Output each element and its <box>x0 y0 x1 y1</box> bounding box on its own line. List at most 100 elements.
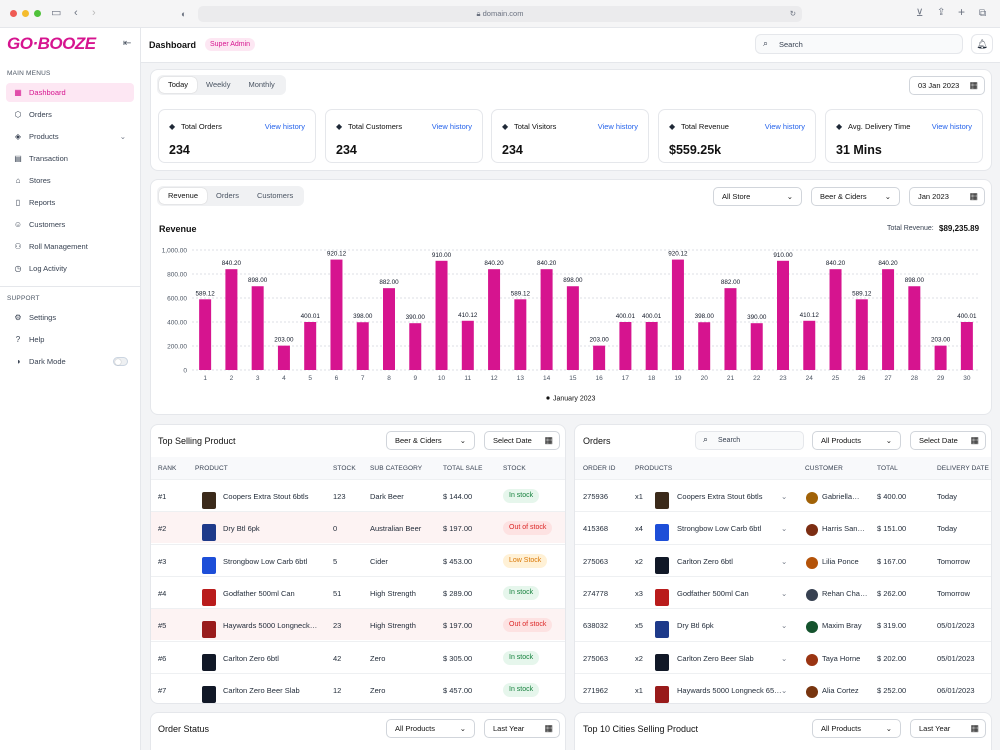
view-history-link[interactable]: View history <box>931 122 972 131</box>
tab-monthly[interactable]: Monthly <box>248 80 275 89</box>
data-label: 398.00 <box>353 313 373 320</box>
tabs-overview-icon[interactable]: ⧉ <box>979 8 987 19</box>
order-status-period[interactable]: Last Year ▦ <box>484 719 560 738</box>
reload-icon[interactable]: ↻ <box>789 9 796 18</box>
bar <box>698 322 711 370</box>
tab-today[interactable]: Today <box>159 77 198 93</box>
chevron-down-icon[interactable]: ⌄ <box>781 524 788 534</box>
table-row[interactable]: 275063 x2 Carlton Zero 6btl Lilia Ponce $ 16… <box>575 543 991 576</box>
table-row[interactable]: #4 Godfather 500ml Can 51 High Strength $ 28… <box>151 575 565 608</box>
bar <box>540 269 553 370</box>
table-row[interactable]: #3 Strongbow Low Carb 6btl 5 Cider $ 453.00 L… <box>151 543 565 576</box>
sidebar-item-customers[interactable]: ☺ Customers <box>13 219 66 230</box>
avatar <box>806 588 818 601</box>
table-row[interactable]: 275063 x2 Carlton Zero Beer Slab Taya Horne… <box>575 640 991 673</box>
bell-icon[interactable]: 🔔︎ <box>971 34 993 54</box>
table-row[interactable]: #7 Carlton Zero Beer Slab 12 Zero $ 457.00 In… <box>151 672 565 703</box>
sidebar-item-products[interactable]: ◈ Products ⌄ <box>14 131 126 142</box>
store-select[interactable]: All Store ⌄ <box>713 187 802 206</box>
back-icon[interactable]: ‹ <box>74 7 78 19</box>
sidebar-item-settings[interactable]: ⚙ Settings <box>14 312 57 323</box>
table-row[interactable]: #6 Carlton Zero 6btl 42 Zero $ 305.00 In stoc… <box>151 640 565 673</box>
category-filter[interactable]: Beer & Ciders ⌄ <box>386 431 475 450</box>
sidebar-item-help[interactable]: ? Help <box>6 330 134 349</box>
share-icon[interactable]: ⇪ <box>937 7 946 18</box>
collapse-sidebar-icon[interactable]: ⇤ <box>123 38 132 49</box>
cell-total: $ 252.00 <box>877 685 907 695</box>
avatar <box>806 524 818 537</box>
sidebar-item-dashboard[interactable]: ▦ Dashboard <box>6 83 134 102</box>
sidebar-item-stores[interactable]: ⌂ Stores <box>6 171 134 190</box>
tab-customers[interactable]: Customers <box>256 191 294 200</box>
clock-icon: ◷ <box>14 263 22 273</box>
table-row[interactable]: 271962 x1 Haywards 5000 Longneck 65… Alia C… <box>575 672 991 703</box>
orders-search-input[interactable]: ⌕ Search <box>695 431 804 450</box>
sidebar-item-roll-management[interactable]: ⚇ Roll Management <box>14 241 88 252</box>
month-picker[interactable]: Jan 2023 ▦ <box>909 187 985 206</box>
view-history-link[interactable]: View history <box>597 122 638 131</box>
cell-product: Haywards 5000 Longneck… <box>223 621 318 631</box>
bar <box>304 321 317 370</box>
chevron-down-icon[interactable]: ⌄ <box>781 621 788 631</box>
category-select[interactable]: Beer & Ciders ⌄ <box>811 187 900 206</box>
data-label: 840.20 <box>537 260 557 267</box>
x-tick-label: 20 <box>701 375 709 382</box>
legend-marker <box>546 396 550 400</box>
dark-mode-toggle[interactable] <box>113 357 128 366</box>
view-history-link[interactable]: View history <box>264 122 305 131</box>
orders-date-filter[interactable]: Select Date ▦ <box>910 431 986 450</box>
tab-weekly[interactable]: Weekly <box>206 80 231 89</box>
top-cities-period[interactable]: Last Year ▦ <box>910 719 986 738</box>
tab-revenue[interactable]: Revenue <box>159 188 208 204</box>
view-history-link[interactable]: View history <box>764 122 805 131</box>
calendar-icon: ▦ <box>544 723 553 733</box>
chevron-down-icon[interactable]: ⌄ <box>781 685 788 695</box>
date-filter[interactable]: Select Date ▦ <box>484 431 560 450</box>
view-history-link[interactable]: View history <box>431 122 472 131</box>
table-row[interactable]: 415368 x4 Strongbow Low Carb 6btl Harris Sa… <box>575 511 991 543</box>
new-tab-icon[interactable]: + <box>958 5 966 19</box>
table-row[interactable]: 274778 x3 Godfather 500ml Can Rehan Cha… $ 2… <box>575 575 991 608</box>
date-picker[interactable]: 03 Jan 2023 ▦ <box>909 76 985 95</box>
table-row[interactable]: #5 Haywards 5000 Longneck… 23 High Strength… <box>151 608 565 641</box>
product-thumbnail <box>202 556 216 574</box>
table-row[interactable]: 275936 x1 Coopers Extra Stout 6btls Gabriel… <box>575 479 991 511</box>
search-input[interactable]: ⌕ Search <box>755 34 963 54</box>
table-row[interactable]: 638032 x5 Dry Btl 6pk Maxim Bray $ 319.00 05/… <box>575 608 991 640</box>
sidebar-item-orders[interactable]: ⬡ Orders <box>14 109 52 120</box>
chevron-down-icon[interactable]: ⌄ <box>781 556 788 566</box>
close-window-dot[interactable] <box>10 10 17 17</box>
chevron-down-icon[interactable]: ⌄ <box>781 588 788 598</box>
cell-product: Godfather 500ml Can <box>223 588 295 598</box>
sidebar-item-log-activity[interactable]: ◷ Log Activity <box>14 263 67 274</box>
table-row[interactable]: #1 Coopers Extra Stout 6btls 123 Dark Beer $… <box>151 479 565 511</box>
url-bar[interactable]: 🔒︎ domain.com ↻ <box>198 6 802 22</box>
shield-icon[interactable]: ◐ <box>181 9 187 19</box>
sidebar-item-transaction[interactable]: ▤ Transaction <box>14 153 68 164</box>
chevron-down-icon[interactable]: ⌄ <box>781 492 788 501</box>
bar <box>750 323 763 370</box>
maximize-window-dot[interactable] <box>34 10 41 17</box>
sidebar-item-reports[interactable]: ▯ Reports <box>6 193 134 212</box>
cell-rank: #5 <box>158 621 167 631</box>
cell-product: Carlton Zero 6btl <box>223 653 279 663</box>
data-label: 400.01 <box>616 313 636 320</box>
chevron-down-icon[interactable]: ⌄ <box>781 653 788 663</box>
order-status-filter[interactable]: All Products ⌄ <box>386 719 475 738</box>
data-label: 882.00 <box>379 279 399 286</box>
x-tick-label: 24 <box>806 375 814 382</box>
minimize-window-dot[interactable] <box>22 10 29 17</box>
logo[interactable]: GO·BOOZE <box>7 34 96 53</box>
top-cities-filter[interactable]: All Products ⌄ <box>812 719 901 738</box>
table-row[interactable]: #2 Dry Btl 6pk 0 Australian Beer $ 197.00 Out… <box>151 511 565 544</box>
bar <box>671 259 684 370</box>
sidebar-toggle-icon[interactable]: ▭ <box>51 7 62 19</box>
product-thumbnail <box>655 621 669 639</box>
lock-icon: 🔒︎ <box>476 9 483 18</box>
stat-card-avg-delivery-time: ◆ Avg. Delivery Time View history 31 Mins <box>825 109 983 163</box>
tab-orders[interactable]: Orders <box>216 191 239 200</box>
forward-icon[interactable]: › <box>92 7 96 19</box>
download-icon[interactable]: ⊻ <box>916 8 924 19</box>
x-tick-label: 17 <box>622 375 630 382</box>
products-filter[interactable]: All Products ⌄ <box>812 431 901 450</box>
